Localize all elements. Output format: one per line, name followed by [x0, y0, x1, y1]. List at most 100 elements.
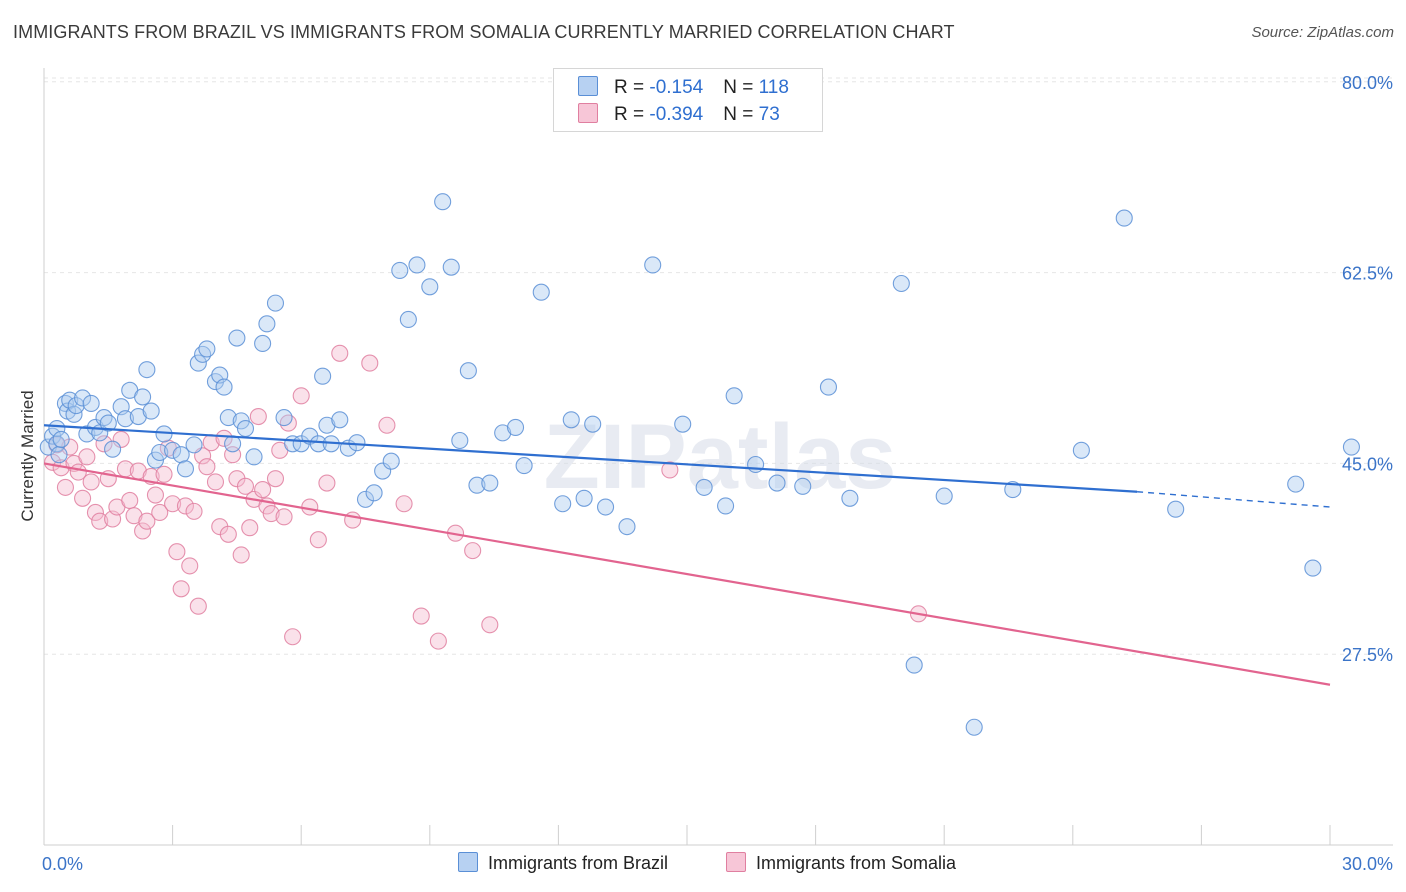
axes — [43, 68, 1393, 846]
bottom-legend-somalia: Immigrants from Somalia — [726, 852, 956, 876]
somalia-point — [168, 543, 186, 561]
somalia-point — [82, 473, 100, 491]
brazil-point — [1072, 441, 1090, 459]
y-tick-label: 27.5% — [1342, 645, 1393, 665]
brazil-point — [215, 378, 233, 396]
brazil-point — [451, 431, 469, 450]
brazil-point — [442, 258, 460, 276]
brazil-point — [104, 440, 122, 458]
brazil-point — [695, 478, 713, 496]
brazil-point — [138, 361, 156, 379]
somalia-point — [56, 478, 74, 496]
brazil-point — [266, 294, 285, 312]
somalia-point — [198, 458, 216, 476]
somalia-point — [176, 497, 195, 515]
somalia-point — [74, 489, 92, 507]
legend-n-label: N = — [723, 77, 759, 98]
brazil-point — [747, 455, 765, 474]
brazil-point — [129, 407, 147, 426]
y-tick-labels: 27.5% 45.0% 62.5% 80.0% — [1342, 73, 1393, 665]
x-tick-label-min: 0.0% — [42, 854, 83, 874]
brazil-trend-extension — [1137, 491, 1331, 508]
brazil-point — [151, 443, 169, 462]
chart-title: IMMIGRANTS FROM BRAZIL VS IMMIGRANTS FRO… — [13, 22, 955, 42]
brazil-point — [309, 435, 327, 453]
brazil-swatch — [578, 76, 598, 96]
somalia-point — [464, 542, 482, 560]
brazil-point — [318, 416, 336, 434]
somalia-point — [151, 503, 169, 522]
brazil-point — [1115, 209, 1133, 227]
brazil-point — [219, 409, 237, 427]
brazil-point — [506, 418, 525, 436]
somalia-point — [284, 628, 302, 646]
brazil-point — [254, 334, 272, 353]
brazil-point — [356, 490, 375, 508]
brazil-point — [421, 278, 439, 296]
bottom-legend-brazil-label: Immigrants from Brazil — [488, 853, 669, 873]
y-tick-label: 62.5% — [1342, 264, 1393, 284]
somalia-legend-swatch — [726, 852, 746, 872]
brazil-point — [48, 419, 66, 438]
somalia-point — [262, 505, 280, 523]
somalia-point — [155, 465, 173, 483]
somalia-point — [185, 502, 203, 520]
brazil-point — [314, 367, 332, 385]
somalia-point — [206, 473, 225, 491]
brazil-point — [841, 489, 859, 507]
somalia-point — [215, 429, 233, 447]
somalia-point — [254, 481, 272, 499]
somalia-point — [138, 512, 156, 530]
brazil-point — [597, 498, 615, 516]
brazil-point — [74, 389, 92, 407]
brazil-point — [717, 497, 735, 515]
brazil-point — [382, 452, 400, 470]
brazil-point — [935, 487, 953, 505]
legend-row-somalia: R = -0.394 N = 73 — [578, 103, 780, 125]
legend-n-value-somalia: 73 — [758, 104, 780, 125]
somalia-point — [78, 448, 96, 466]
brazil-point — [965, 718, 983, 736]
brazil-point — [185, 436, 203, 454]
somalia-point — [121, 491, 139, 510]
brazil-point — [99, 414, 117, 432]
watermark: ZIPatlas — [544, 406, 897, 508]
brazil-point — [1304, 559, 1322, 577]
brazil-trend-line — [43, 424, 1138, 493]
brazil-point — [1287, 475, 1305, 493]
brazil-point — [331, 411, 349, 429]
brazil-point — [468, 476, 486, 494]
brazil-point — [584, 415, 602, 433]
brazil-point — [82, 394, 100, 412]
brazil-point — [515, 457, 533, 475]
brazil-point — [224, 435, 242, 453]
brazil-point — [532, 283, 550, 301]
brazil-point — [459, 362, 477, 380]
brazil-point — [892, 274, 910, 293]
legend-row-brazil: R = -0.154 N = 118 — [578, 76, 789, 98]
bottom-legend-somalia-label: Immigrants from Somalia — [756, 853, 957, 873]
source-credit: Source: ZipAtlas.com — [1251, 24, 1394, 41]
somalia-point — [249, 407, 267, 426]
legend-r-value-brazil: -0.154 — [649, 77, 704, 98]
somalia-point — [189, 597, 207, 615]
grid-lines — [44, 77, 1393, 655]
bottom-legend-brazil: Immigrants from Brazil — [458, 852, 668, 876]
trend-lines — [43, 424, 1331, 686]
brazil-point — [494, 424, 512, 442]
y-tick-label: 80.0% — [1342, 73, 1393, 93]
brazil-point — [1167, 500, 1185, 518]
somalia-point — [146, 486, 165, 504]
brazil-point — [228, 329, 246, 347]
brazil-point — [1004, 481, 1022, 499]
somalia-swatch — [578, 103, 598, 123]
brazil-point — [245, 448, 263, 466]
brazil-point — [905, 656, 923, 674]
somalia-point — [86, 503, 104, 522]
brazil-point — [275, 409, 293, 427]
somalia-point — [412, 607, 430, 625]
brazil-point — [408, 256, 426, 274]
somalia-point — [318, 474, 336, 492]
legend-n-label: N = — [723, 104, 759, 125]
